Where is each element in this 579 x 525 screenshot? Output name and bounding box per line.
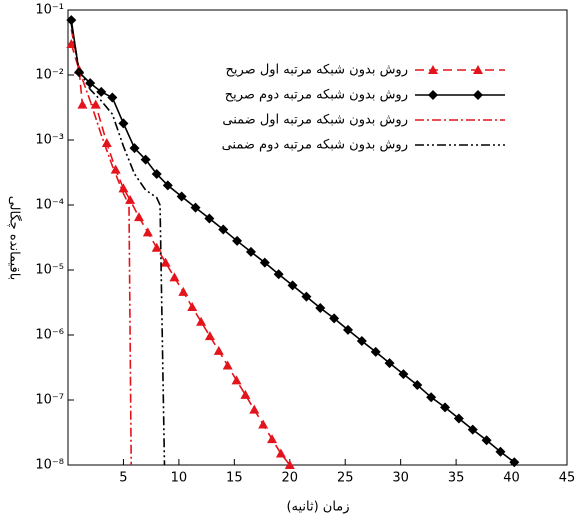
marker bbox=[453, 413, 464, 424]
marker bbox=[412, 380, 423, 391]
marker bbox=[232, 235, 243, 246]
marker bbox=[107, 92, 118, 103]
marker bbox=[467, 424, 478, 435]
x-tick-label: 20 bbox=[282, 471, 299, 486]
marker bbox=[259, 257, 270, 268]
marker bbox=[187, 301, 198, 311]
marker bbox=[204, 213, 215, 224]
legend-label: روش بدون شبکه مرتبه دوم صریح bbox=[225, 88, 408, 103]
marker bbox=[178, 286, 189, 296]
marker bbox=[398, 369, 409, 380]
marker bbox=[176, 191, 187, 202]
marker bbox=[129, 143, 140, 154]
marker bbox=[110, 164, 121, 174]
marker bbox=[315, 303, 326, 314]
marker bbox=[222, 360, 233, 370]
y-tick-label: 10⁻¹ bbox=[35, 3, 64, 18]
marker bbox=[245, 246, 256, 257]
marker bbox=[77, 99, 88, 109]
marker bbox=[249, 404, 260, 414]
marker bbox=[151, 242, 162, 252]
y-tick-label: 10⁻⁴ bbox=[35, 198, 64, 213]
marker bbox=[473, 65, 483, 74]
marker bbox=[287, 280, 298, 291]
x-tick-label: 35 bbox=[448, 471, 465, 486]
marker bbox=[426, 392, 437, 403]
y-tick-label: 10⁻³ bbox=[35, 133, 64, 148]
marker bbox=[218, 224, 229, 235]
marker bbox=[85, 78, 96, 89]
marker bbox=[190, 202, 201, 213]
marker bbox=[162, 180, 173, 191]
marker bbox=[140, 154, 151, 165]
y-tick-label: 10⁻⁷ bbox=[35, 393, 64, 408]
marker bbox=[142, 227, 153, 237]
marker bbox=[481, 435, 492, 446]
series-line bbox=[70, 19, 515, 463]
x-tick-label: 40 bbox=[503, 471, 520, 486]
legend-label: روش بدون شبکه مرتبه اول ضمنی bbox=[222, 113, 408, 128]
marker bbox=[160, 257, 171, 267]
marker bbox=[240, 389, 251, 399]
series-line bbox=[70, 24, 166, 466]
y-tick-label: 10⁻² bbox=[35, 68, 64, 83]
marker bbox=[66, 15, 77, 26]
x-tick-label: 5 bbox=[119, 471, 127, 486]
marker bbox=[428, 90, 438, 100]
y-tick-label: 10⁻⁵ bbox=[35, 263, 64, 278]
x-tick-label: 25 bbox=[337, 471, 354, 486]
marker bbox=[90, 99, 101, 109]
marker bbox=[204, 331, 215, 341]
x-tick-label: 45 bbox=[559, 471, 576, 486]
marker bbox=[273, 269, 284, 280]
marker bbox=[96, 86, 107, 97]
marker bbox=[118, 183, 129, 193]
marker bbox=[118, 118, 129, 129]
marker bbox=[329, 313, 340, 324]
marker bbox=[370, 346, 381, 357]
y-tick-label: 10⁻⁶ bbox=[35, 328, 64, 343]
marker bbox=[301, 291, 312, 302]
marker bbox=[356, 335, 367, 346]
plot-frame bbox=[67, 9, 568, 466]
marker bbox=[342, 324, 353, 335]
series-line bbox=[70, 29, 133, 466]
marker bbox=[169, 272, 180, 282]
y-tick-label: 10⁻⁸ bbox=[35, 458, 64, 473]
marker bbox=[284, 460, 295, 469]
x-axis-label: زمان (ثانیه) bbox=[286, 500, 349, 515]
marker bbox=[231, 375, 242, 385]
marker bbox=[267, 434, 278, 444]
marker bbox=[428, 65, 438, 74]
marker bbox=[258, 419, 269, 429]
y-axis-label: باقیمانده چگالی bbox=[7, 196, 23, 281]
marker bbox=[213, 345, 224, 355]
marker bbox=[151, 168, 162, 179]
x-tick-label: 30 bbox=[392, 471, 409, 486]
marker bbox=[509, 457, 520, 468]
x-tick-label: 10 bbox=[171, 471, 188, 486]
x-tick-label: 15 bbox=[226, 471, 243, 486]
marker bbox=[196, 316, 207, 326]
legend-label: روش بدون شبکه مرتبه دوم ضمنی bbox=[222, 138, 408, 153]
marker bbox=[133, 212, 144, 222]
marker bbox=[384, 358, 395, 369]
marker bbox=[440, 402, 451, 413]
series-line bbox=[70, 43, 291, 466]
marker bbox=[275, 448, 286, 458]
marker bbox=[495, 446, 506, 457]
legend-label: روش بدون شبکه مرتبه اول صریح bbox=[225, 63, 408, 78]
marker bbox=[66, 38, 77, 48]
marker bbox=[125, 194, 136, 204]
marker bbox=[473, 90, 483, 100]
